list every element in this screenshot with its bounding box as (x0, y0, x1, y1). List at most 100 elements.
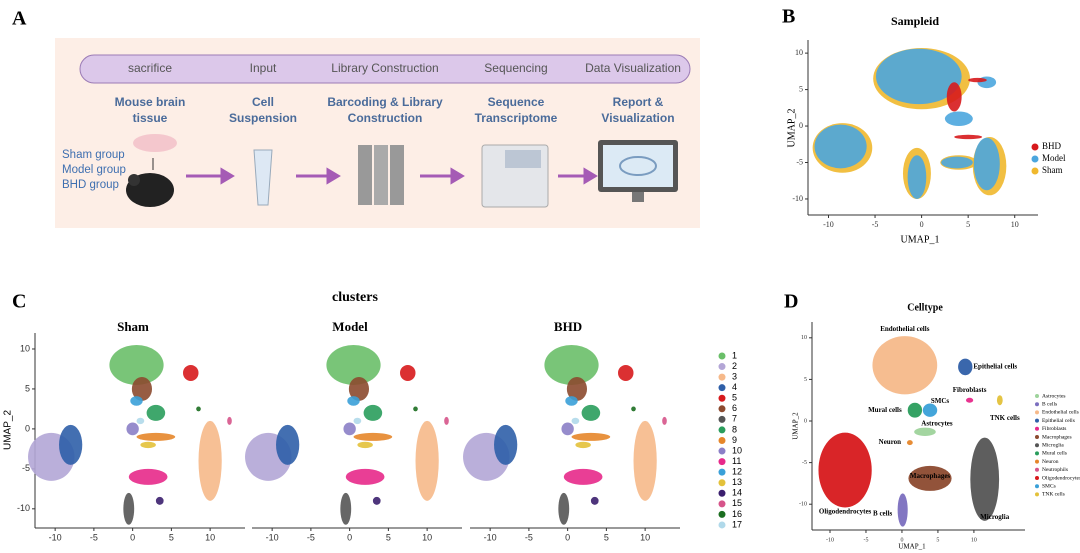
y-axis-label: UMAP_2 (3, 410, 14, 450)
step-label: Transcriptome (475, 111, 558, 125)
legend-swatch (718, 405, 726, 413)
step-label: Barcoding & Library (327, 95, 443, 109)
legend-swatch (718, 384, 726, 392)
group-label: BHD group (62, 179, 119, 191)
legend-label: 15 (732, 498, 742, 508)
x-tick-label: 10 (205, 532, 215, 542)
x-tick-label: -5 (872, 220, 879, 229)
cluster-blob (130, 396, 143, 406)
celltype-label: Mural cells (868, 406, 902, 414)
y-tick-label: 5 (804, 377, 807, 383)
cluster-blob (571, 417, 580, 425)
legend-swatch (1035, 435, 1039, 439)
legend-label: Microglia (1042, 442, 1064, 448)
y-tick-label: 10 (20, 343, 30, 353)
panel-title: Sham (117, 319, 149, 334)
cluster-blob (563, 468, 603, 485)
legend-swatch (1035, 410, 1039, 415)
cluster-blob (126, 422, 139, 436)
legend-label: 4 (732, 382, 737, 392)
panel-label: C (12, 291, 26, 313)
legend-label: 17 (732, 519, 742, 529)
y-tick-label: 5 (799, 84, 803, 93)
cluster-blob (571, 432, 611, 441)
legend-label: 2 (732, 361, 737, 371)
y-tick-label: 0 (804, 418, 807, 424)
brain-icon (133, 134, 177, 152)
cluster-blob (363, 404, 383, 421)
legend-swatch (718, 352, 726, 360)
cluster-blob (353, 417, 362, 425)
legend-label: 3 (732, 371, 737, 381)
sample-blob (946, 82, 962, 112)
celltype-label: Neuron (879, 438, 902, 446)
y-tick-label: -5 (796, 157, 803, 166)
legend-swatch (1035, 426, 1039, 431)
legend-label: 7 (732, 414, 737, 424)
y-tick-label: 10 (795, 48, 803, 57)
legend-swatch (1035, 394, 1039, 398)
x-tick-label: -5 (307, 532, 315, 542)
legend-label: 11 (732, 456, 741, 466)
legend-swatch (718, 415, 726, 423)
x-tick-label: -5 (90, 532, 98, 542)
cluster-blob (561, 422, 574, 436)
celltype-label: Macrophages (910, 472, 951, 480)
chart-title: Sampleid (891, 14, 939, 28)
cluster-blob (123, 492, 135, 525)
group-label: Sham group (62, 149, 125, 161)
cluster-blob (558, 492, 570, 525)
chart-title: Celltype (907, 302, 943, 313)
legend-label: Macrophages (1042, 434, 1072, 440)
x-axis-label: UMAP_1 (898, 543, 926, 551)
sequencer-icon (358, 145, 372, 205)
legend-swatch (718, 394, 726, 402)
sequencer-icon (390, 145, 404, 205)
sample-blob (941, 156, 973, 169)
legend-label: 13 (732, 477, 742, 487)
sequencer-icon (374, 145, 388, 205)
cluster-blob (413, 406, 418, 412)
step-label: Mouse brain (115, 95, 186, 109)
panel-label: A (12, 8, 27, 30)
celltype-blob (906, 440, 913, 446)
celltype-blob (958, 358, 973, 376)
legend-label: Sham (1042, 165, 1063, 175)
stage-label: Data Visualization (585, 61, 681, 75)
cluster-blob (575, 441, 591, 449)
y-axis-label: UMAP_2 (792, 412, 800, 440)
y-tick-label: 5 (25, 383, 30, 393)
legend-label: Epithelial cells (1042, 418, 1075, 424)
stage-label: Library Construction (331, 61, 438, 75)
x-tick-label: 10 (971, 537, 977, 543)
cluster-blob (227, 416, 232, 425)
step-label: Suspension (229, 111, 297, 125)
legend-label: 9 (732, 435, 737, 445)
cluster-blob (136, 432, 176, 441)
cluster-blob (581, 404, 601, 421)
legend-swatch (1035, 459, 1039, 464)
celltype-label: Epithelial cells (973, 363, 1017, 371)
sample-blob (875, 48, 962, 105)
cluster-blob (415, 420, 439, 501)
cluster-blob (59, 424, 83, 465)
legend-swatch (718, 521, 726, 529)
mouse-head (128, 174, 140, 186)
x-tick-label: -10 (49, 532, 62, 542)
y-tick-label: 0 (25, 423, 30, 433)
cluster-blob (372, 496, 381, 505)
celltype-label: Astrocytes (921, 419, 953, 427)
legend-label: 8 (732, 424, 737, 434)
cluster-blob (146, 404, 166, 421)
legend-swatch (718, 373, 726, 381)
tube-icon (253, 149, 273, 206)
monitor-stand (632, 192, 644, 202)
legend-label: BHD (1042, 141, 1062, 151)
celltype-label: Endothelial cells (880, 325, 929, 333)
legend-label: TNK cells (1042, 492, 1065, 498)
panel-title: Model (332, 319, 368, 334)
legend-label: Neutrophils (1042, 467, 1068, 473)
cluster-blob (136, 417, 145, 425)
legend-swatch (1035, 476, 1039, 480)
legend-swatch (1031, 167, 1039, 175)
